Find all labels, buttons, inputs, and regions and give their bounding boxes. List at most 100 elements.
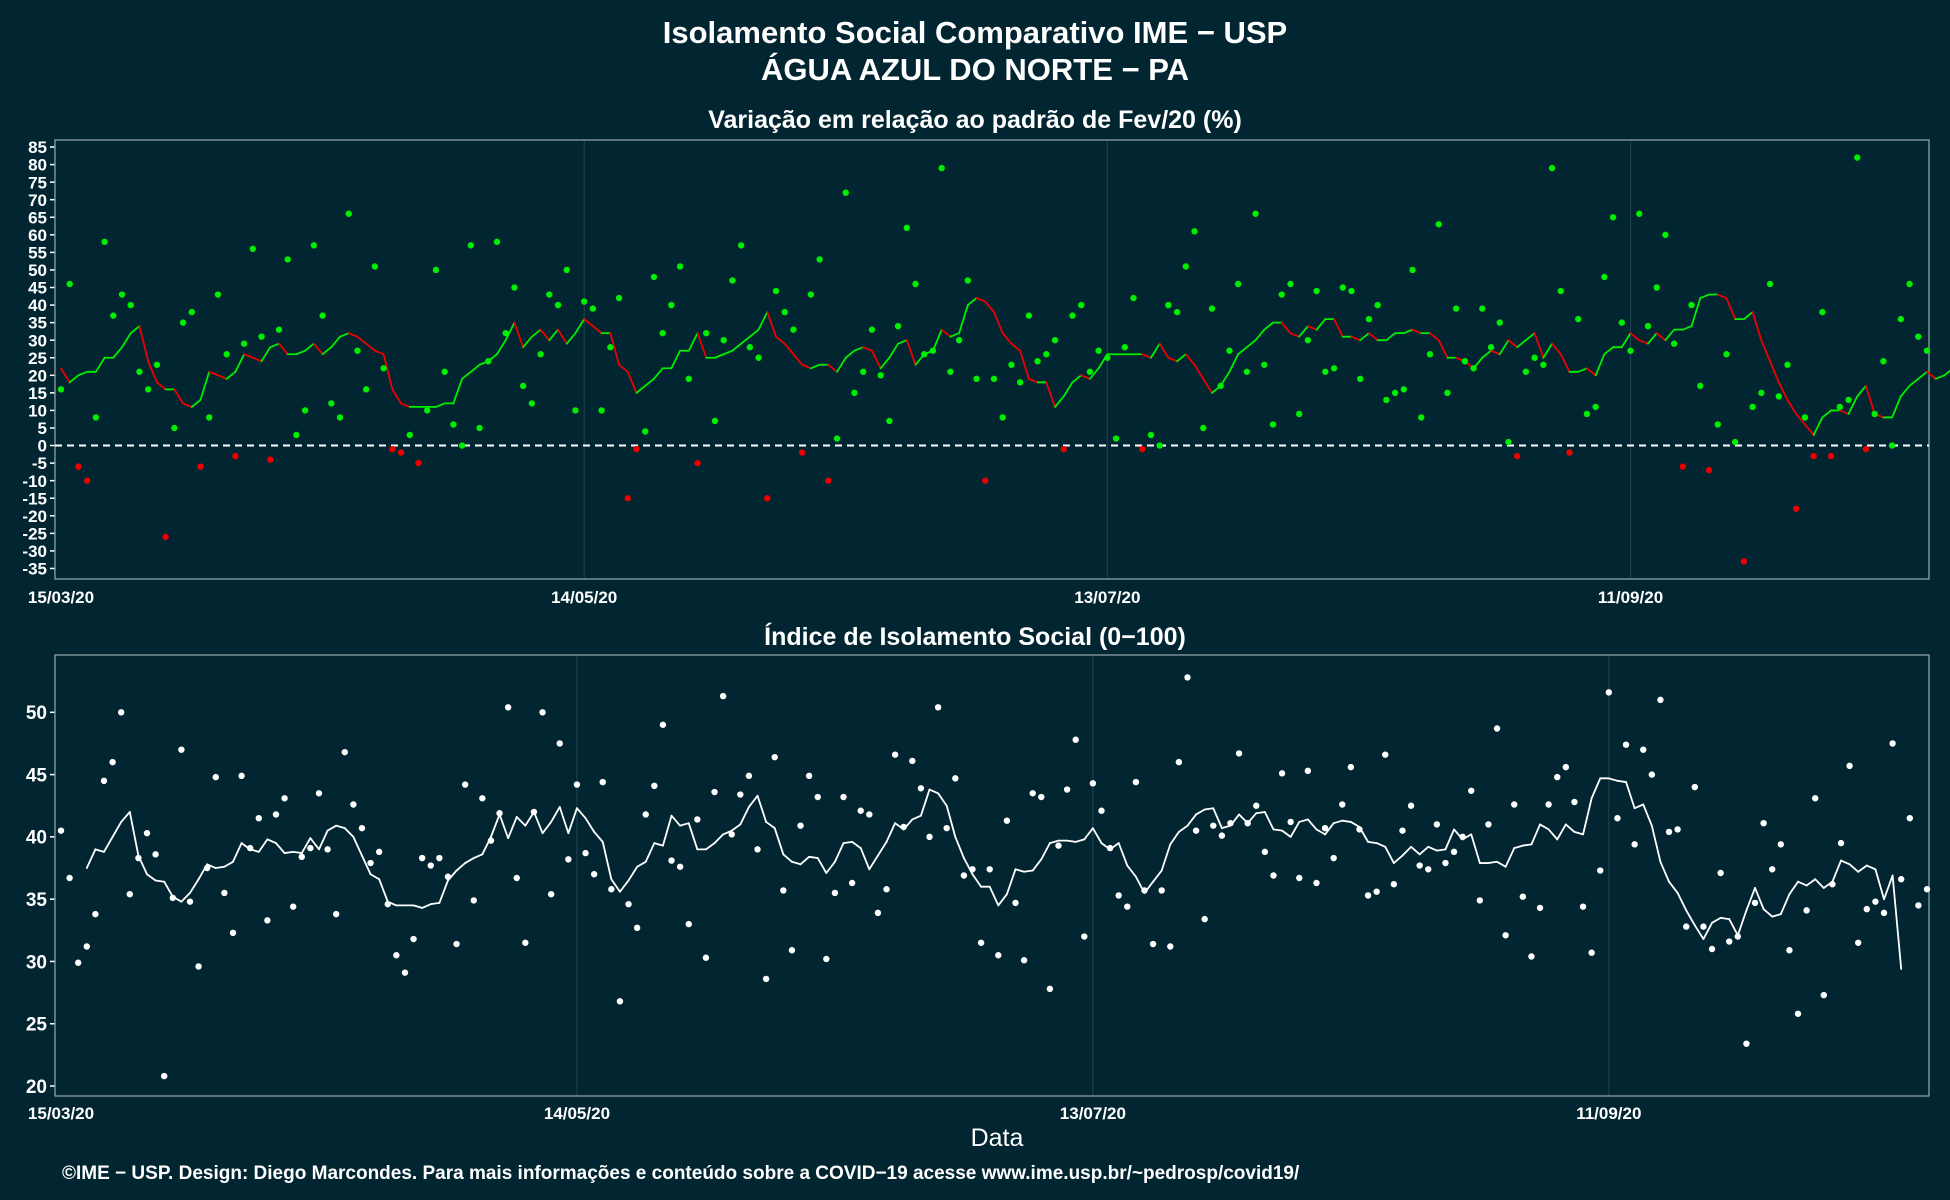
moving-average-segment <box>1883 874 1894 901</box>
data-point <box>1700 923 1707 930</box>
data-point <box>1418 414 1425 421</box>
data-point <box>814 793 821 801</box>
data-point <box>563 266 570 274</box>
moving-average-segment <box>530 328 542 338</box>
data-point <box>694 816 701 823</box>
data-point <box>1775 393 1782 400</box>
moving-average-segment <box>1368 332 1379 342</box>
x-tick-label: 13/07/20 <box>1074 588 1140 607</box>
moving-average-segment <box>522 335 533 349</box>
data-point <box>203 864 211 872</box>
data-point <box>788 947 796 954</box>
moving-average-segment <box>1074 838 1086 843</box>
data-point <box>1657 696 1664 704</box>
data-point <box>1115 892 1122 899</box>
data-point <box>1898 876 1905 883</box>
moving-average-segment <box>1769 360 1780 384</box>
data-point <box>160 1072 168 1080</box>
data-point <box>894 322 902 330</box>
moving-average-segment <box>300 837 312 854</box>
data-point <box>1269 421 1277 428</box>
data-point <box>1812 795 1819 802</box>
moving-average-segment <box>374 349 385 356</box>
data-point <box>1244 819 1251 827</box>
data-point <box>1409 266 1416 274</box>
moving-average-segment <box>1840 859 1851 866</box>
data-point <box>883 886 890 893</box>
moving-average-segment <box>199 370 211 401</box>
data-point <box>1827 452 1835 460</box>
data-point <box>947 368 954 375</box>
moving-average-segment <box>1745 887 1756 912</box>
moving-average-segment <box>539 328 551 342</box>
moving-average-segment <box>1564 823 1576 833</box>
data-point <box>851 389 858 397</box>
moving-average-segment <box>120 811 131 823</box>
moving-average-segment <box>1504 847 1516 868</box>
moving-average-segment <box>214 865 226 869</box>
data-point <box>1897 315 1905 323</box>
data-point <box>358 824 366 832</box>
moving-average-segment <box>766 311 777 338</box>
moving-average-segment <box>1481 349 1492 359</box>
moving-average-segment <box>635 384 647 394</box>
data-point <box>982 477 989 484</box>
data-point <box>719 692 727 700</box>
moving-average-segment <box>1089 367 1100 380</box>
data-point <box>737 242 745 249</box>
moving-average-segment <box>1184 353 1196 366</box>
moving-average-segment <box>1427 845 1438 852</box>
moving-average-segment <box>1795 413 1806 426</box>
data-point <box>380 365 387 372</box>
data-point <box>1383 396 1390 404</box>
data-point <box>1086 368 1094 375</box>
moving-average-segment <box>1786 398 1798 415</box>
data-point <box>807 291 815 298</box>
data-point <box>362 386 370 393</box>
x-axis-label: Data <box>971 1124 1024 1152</box>
moving-average-segment <box>304 342 315 352</box>
data-point <box>694 459 701 467</box>
y-tick-label: 70 <box>28 191 47 210</box>
data-point <box>1648 771 1656 778</box>
data-point <box>1016 379 1024 386</box>
data-point <box>415 459 422 467</box>
data-point <box>1295 410 1303 418</box>
moving-average-segment <box>189 878 200 894</box>
data-point <box>1089 780 1097 787</box>
moving-average-segment <box>1603 346 1614 356</box>
moving-average-segment <box>782 853 793 863</box>
data-point <box>685 920 692 928</box>
data-point <box>1470 365 1477 372</box>
data-point <box>1034 358 1041 365</box>
moving-average-segment <box>1676 892 1688 912</box>
moving-average-segment <box>653 367 664 380</box>
moving-average-segment <box>507 816 518 840</box>
data-point <box>57 386 65 393</box>
moving-average-segment <box>842 840 854 845</box>
moving-average-segment <box>1699 293 1710 299</box>
moving-average-segment <box>361 854 372 876</box>
data-point <box>153 361 161 368</box>
moving-average-segment <box>1668 880 1679 894</box>
moving-average-segment <box>1736 909 1748 937</box>
moving-average-segment <box>1547 828 1559 841</box>
moving-average-segment <box>897 339 908 345</box>
data-point <box>528 400 536 407</box>
moving-average-segment <box>283 850 295 854</box>
moving-average-segment <box>206 863 217 869</box>
data-point <box>345 210 352 217</box>
data-point <box>1705 466 1713 474</box>
data-point <box>1296 874 1303 882</box>
moving-average-segment <box>619 879 630 893</box>
data-point <box>912 280 919 288</box>
moving-average-segment <box>1513 844 1524 849</box>
data-point <box>1468 787 1475 794</box>
moving-average-segment <box>687 332 699 352</box>
data-point <box>1528 953 1535 960</box>
data-point <box>668 301 675 309</box>
data-point <box>1644 322 1652 330</box>
data-point <box>232 452 239 460</box>
moving-average-segment <box>257 838 269 853</box>
moving-average-segment <box>1023 869 1034 873</box>
